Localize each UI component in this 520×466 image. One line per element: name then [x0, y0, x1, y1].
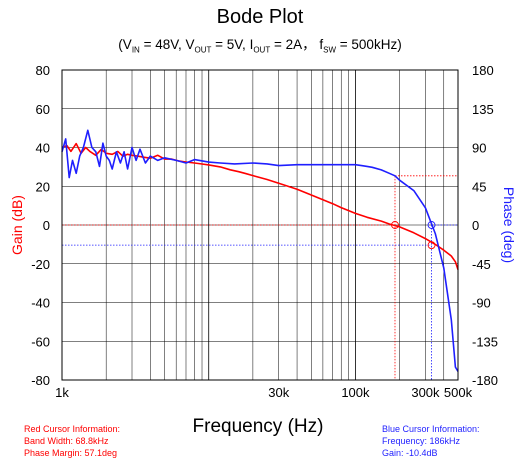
y-tick-label-left: -40	[31, 296, 50, 311]
x-tick-label: 30k	[268, 385, 289, 400]
y-tick-label-right: 45	[472, 179, 486, 194]
y-tick-label-left: -80	[31, 373, 50, 388]
cursors	[62, 175, 458, 380]
x-axis-label: Frequency (Hz)	[193, 416, 324, 437]
subtitle-open: (	[118, 37, 123, 52]
blue-cursor-marker	[427, 221, 436, 229]
blue-cursor-info: Blue Cursor Information: Frequency: 186k…	[382, 423, 480, 459]
y-tick-label-right: 0	[472, 218, 479, 233]
y-tick-label-right: -90	[472, 296, 491, 311]
subtitle-fsw-value: = 500kHz)	[336, 37, 402, 52]
y-axis-label-right: Phase (deg)	[501, 187, 517, 263]
subtitle-fsw-sub: SW	[323, 45, 337, 55]
y-axis-label-left: Gain (dB)	[9, 195, 25, 255]
subtitle-vin-value: = 48V,	[139, 37, 186, 52]
y-tick-label-left: 40	[36, 141, 50, 156]
x-tick-label: 500k	[444, 385, 473, 400]
y-tick-label-right: -135	[472, 334, 498, 349]
series	[61, 129, 459, 372]
y-tick-label-right: 135	[472, 102, 494, 117]
y-tick-label-left: 80	[36, 63, 50, 78]
red-cursor-bandwidth: Band Width: 68.8kHz	[24, 436, 109, 446]
subtitle-vin-label: V	[122, 37, 132, 52]
red-cursor-title: Red Cursor Information:	[24, 424, 121, 434]
red-cursor-info: Red Cursor Information: Band Width: 68.8…	[24, 423, 120, 459]
x-tick-label: 300k	[411, 385, 440, 400]
chart-title: Bode Plot	[216, 6, 304, 28]
plot-frame	[61, 69, 459, 381]
subtitle-vout-value: = 5V,	[211, 37, 250, 52]
subtitle-iout-label: I	[249, 37, 254, 52]
x-tick-label: 1k	[55, 385, 69, 400]
subtitle-vin-sub: IN	[131, 45, 140, 55]
subtitle-vout-label: V	[185, 37, 195, 52]
y-tick-label-right: -45	[472, 257, 491, 272]
series-line-phase	[61, 129, 459, 372]
y-tick-label-right: -180	[472, 373, 498, 388]
subtitle-vout-sub: OUT	[194, 45, 212, 55]
y-tick-label-left: -20	[31, 257, 50, 272]
blue-cursor-frequency: Frequency: 186kHz	[382, 436, 461, 446]
subtitle-iout-sub: OUT	[253, 45, 271, 55]
red-cursor-phase-margin: Phase Margin: 57.1deg	[24, 448, 118, 458]
blue-cursor-gain: Gain: -10.4dB	[382, 448, 438, 458]
y-tick-label-left: -60	[31, 334, 50, 349]
subtitle-iout-value: = 2A，	[270, 37, 320, 52]
x-tick-label: 100k	[341, 385, 370, 400]
subtitle-fsw-label: f	[319, 37, 324, 52]
y-tick-label-left: 0	[43, 218, 50, 233]
y-tick-label-left: 20	[36, 179, 50, 194]
chart-subtitle: (VIN = 48V, VOUT = 5V, IOUT = 2A， fSW = …	[0, 33, 520, 55]
y-tick-label-right: 90	[472, 141, 486, 156]
y-tick-label-left: 60	[36, 102, 50, 117]
tick-labels: 1k 30k 100k 300k 500k 80 60 40 20 0 -20 -40 -60 -80 18…	[31, 63, 498, 400]
blue-cursor-title: Blue Cursor Information:	[382, 424, 480, 434]
y-tick-label-right: 180	[472, 63, 494, 78]
